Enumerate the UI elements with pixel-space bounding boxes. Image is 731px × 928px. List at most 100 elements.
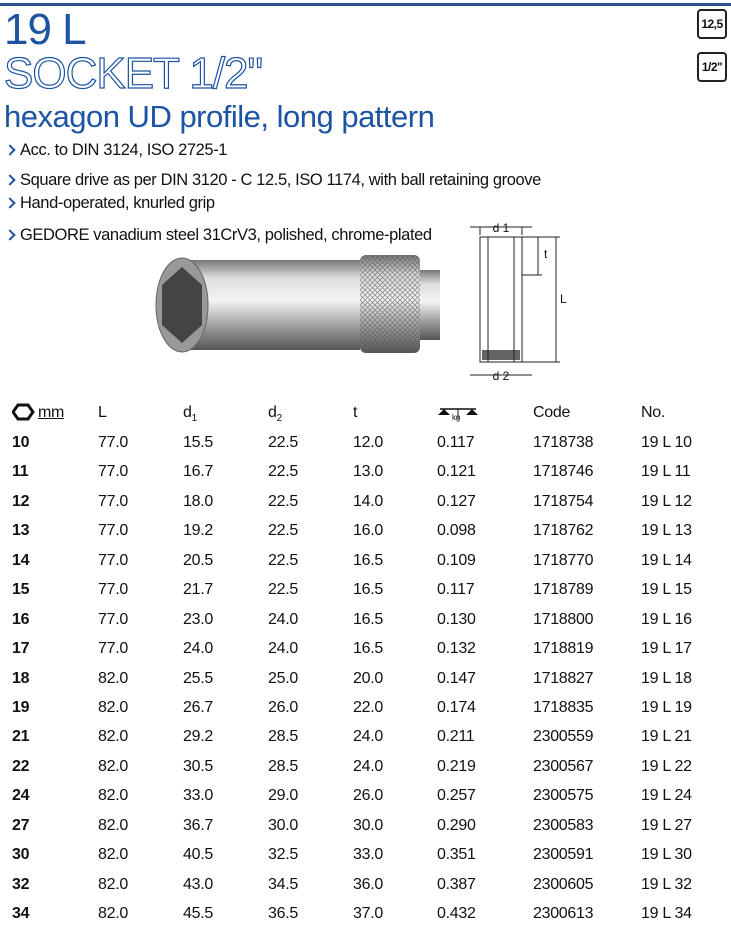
- column-header: Code: [533, 404, 571, 421]
- column-header: kg: [452, 413, 460, 422]
- table-cell: 15.5: [183, 434, 213, 451]
- table-cell: 16.7: [183, 463, 213, 481]
- dim-label: d 1: [493, 221, 510, 235]
- table-cell: 16.5: [353, 640, 383, 658]
- table-cell: 0.098: [437, 522, 476, 540]
- table-cell: 1718762: [533, 522, 594, 540]
- feature: Square drive as per DIN 3120 - C 12.5, I…: [4, 170, 541, 190]
- badge: 12,5: [697, 9, 727, 39]
- table-cell: 1718754: [533, 492, 594, 510]
- table-cell: 82.0: [98, 875, 128, 893]
- table-cell: 19 L 18: [641, 669, 692, 687]
- table-cell: 22.5: [268, 551, 298, 569]
- table-cell: 24.0: [268, 610, 298, 628]
- table-cell: 22.0: [353, 698, 383, 716]
- table-cell: 77.0: [98, 610, 128, 628]
- dim-label: t: [544, 247, 548, 261]
- column-header: d2: [268, 404, 283, 425]
- table-cell: 19 L 12: [641, 492, 692, 510]
- table-cell: 16: [12, 610, 30, 628]
- dim-label: L: [560, 292, 567, 306]
- column-header: No.: [641, 404, 665, 421]
- table-cell: 24.0: [268, 640, 298, 658]
- table-cell: 77.0: [98, 492, 128, 510]
- table-cell: 30.5: [183, 757, 213, 775]
- table-cell: 14: [12, 551, 30, 569]
- table-cell: 22.5: [268, 434, 298, 451]
- table-cell: 19 L 14: [641, 551, 692, 569]
- title: 19 L: [4, 5, 87, 54]
- subtitle: hexagon UD profile, long pattern: [4, 99, 435, 134]
- table-cell: 1718819: [533, 640, 594, 658]
- hex-icon: [12, 403, 35, 421]
- table-cell: 19 L 11: [641, 463, 691, 481]
- table-cell: 10: [12, 434, 30, 451]
- table-cell: 36.0: [353, 875, 383, 893]
- table-cell: 26.0: [353, 787, 383, 805]
- table-cell: 0.257: [437, 787, 476, 805]
- table-cell: 15: [12, 581, 30, 599]
- table-cell: 19 L 16: [641, 610, 692, 628]
- table-cell: 26.7: [183, 698, 213, 716]
- table-cell: 32: [12, 875, 30, 893]
- table-cell: 27: [12, 816, 30, 834]
- table-cell: 19 L 10: [641, 434, 692, 451]
- subscript: 2: [276, 413, 283, 425]
- table-cell: 0.117: [437, 581, 475, 599]
- table-cell: 20.5: [183, 551, 213, 569]
- table-cell: 37.0: [353, 905, 383, 923]
- table-cell: 0.127: [437, 492, 476, 510]
- table-cell: 30.0: [268, 816, 298, 834]
- table-cell: 25.5: [183, 669, 213, 687]
- table-cell: 14.0: [353, 492, 383, 510]
- table-cell: 0.219: [437, 757, 476, 775]
- table-cell: 21: [12, 728, 30, 746]
- table-cell: 13: [12, 522, 30, 540]
- column-header: L: [98, 404, 107, 421]
- table-cell: 33.0: [183, 787, 213, 805]
- table-cell: 16.5: [353, 581, 383, 599]
- table-cell: 1718800: [533, 610, 594, 628]
- table-cell: 19.2: [183, 522, 213, 540]
- chevron: [4, 144, 16, 156]
- table-cell: 16.5: [353, 551, 383, 569]
- table-cell: 82.0: [98, 698, 128, 716]
- table-cell: 40.5: [183, 846, 213, 864]
- table-cell: 82.0: [98, 669, 128, 687]
- table-cell: 0.432: [437, 905, 476, 923]
- table-cell: 24.0: [353, 757, 383, 775]
- table-cell: 82.0: [98, 787, 128, 805]
- table-cell: 43.0: [183, 875, 213, 893]
- table-cell: 0.290: [437, 816, 476, 834]
- table-cell: 19 L 21: [641, 728, 692, 746]
- table-cell: 11: [12, 463, 29, 481]
- table-cell: 1718827: [533, 669, 594, 687]
- table-cell: 2300575: [533, 787, 594, 805]
- chevron: [4, 229, 16, 241]
- table-cell: 2300583: [533, 816, 594, 834]
- table-cell: 0.351: [437, 846, 476, 864]
- table-cell: 77.0: [98, 640, 128, 658]
- table-cell: 19 L 32: [641, 875, 692, 893]
- table-cell: 34: [12, 905, 30, 923]
- table-cell: 30.0: [353, 816, 383, 834]
- table-cell: 1718835: [533, 698, 594, 716]
- subscript: 1: [191, 413, 198, 425]
- table-cell: 77.0: [98, 434, 128, 451]
- table-cell: 22.5: [268, 581, 298, 599]
- product: SOCKET 1/2": [3, 49, 263, 98]
- table-cell: 16.5: [353, 610, 383, 628]
- table-cell: 22: [12, 757, 30, 775]
- table-cell: 19 L 30: [641, 846, 692, 864]
- table-cell: 19: [12, 698, 30, 716]
- table-cell: 0.117: [437, 434, 475, 451]
- dim-label: d 2: [493, 369, 510, 383]
- column-header: t: [353, 404, 358, 421]
- socket-image: [155, 255, 440, 353]
- table-cell: 19 L 24: [641, 787, 692, 805]
- table-cell: 19 L 13: [641, 522, 692, 540]
- table-cell: 29.2: [183, 728, 213, 746]
- feature: Acc. to DIN 3124, ISO 2725-1: [4, 140, 227, 160]
- table-cell: 1718738: [533, 434, 594, 451]
